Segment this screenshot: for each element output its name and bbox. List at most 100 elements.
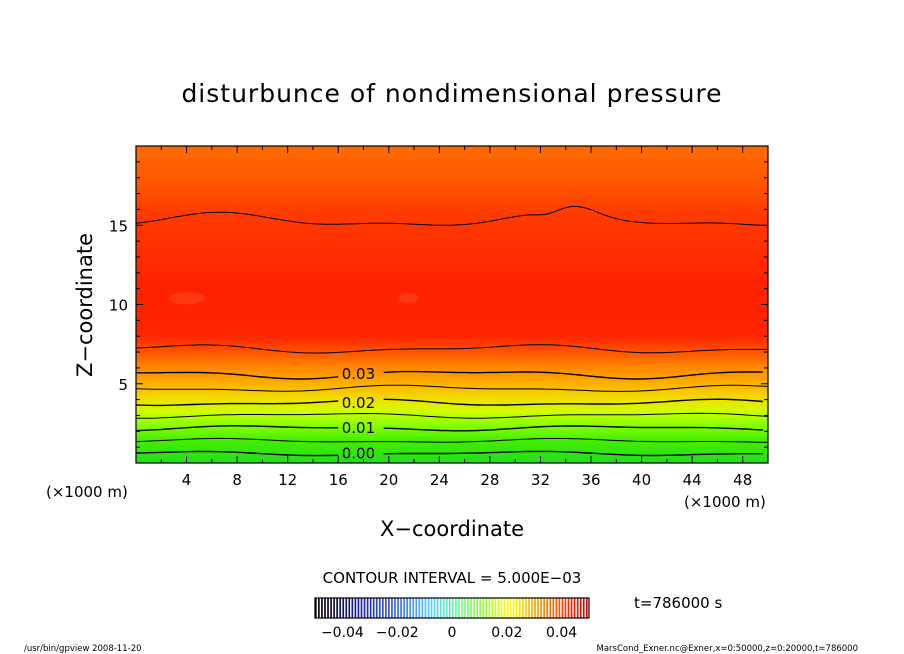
colorbar-segment xyxy=(582,598,585,618)
contour-label: 0.00 xyxy=(342,444,375,462)
colorbar-segment xyxy=(482,598,485,618)
colorbar-segment xyxy=(330,598,332,618)
colorbar-segment xyxy=(445,598,448,618)
colorbar-segment xyxy=(375,598,378,618)
colorbar-segment xyxy=(381,598,384,618)
colorbar-segment xyxy=(479,598,482,618)
contour-interval: CONTOUR INTERVAL = 5.000E−03 xyxy=(323,569,582,587)
colorbar-segment xyxy=(315,598,317,618)
colorbar-segment xyxy=(336,598,338,618)
colorbar-segment xyxy=(473,598,475,618)
footer-right: MarsCond_Exner.nc@Exner,x=0:50000,z=0:20… xyxy=(596,644,858,654)
contour-fill xyxy=(136,146,768,463)
x-tick-label: 20 xyxy=(379,471,398,489)
colorbar-segment xyxy=(433,598,436,618)
y-tick-label: 5 xyxy=(118,376,128,394)
x-tick-label: 4 xyxy=(182,471,192,489)
colorbar-segment xyxy=(321,598,323,618)
contour-line xyxy=(135,450,339,457)
colorbar-segment xyxy=(476,598,479,618)
colorbar-segment xyxy=(324,598,326,618)
colorbar-segment xyxy=(430,598,433,618)
contour-line xyxy=(135,425,339,432)
colorbar-segment xyxy=(378,598,381,618)
colorbar-segment xyxy=(467,598,469,618)
contour-line xyxy=(383,398,763,406)
colorbar-tick-label: −0.04 xyxy=(321,625,364,641)
contour-line xyxy=(383,425,763,432)
contour-lines xyxy=(135,205,769,457)
colorbar-segment xyxy=(567,598,570,618)
contour-line xyxy=(383,370,763,380)
colorbar-segment xyxy=(461,598,463,618)
colorbar-segment xyxy=(464,598,466,618)
colorbar-segment xyxy=(576,598,579,618)
colorbar-segment xyxy=(509,598,512,618)
contour-line xyxy=(135,400,339,407)
colorbar-segment xyxy=(357,598,360,618)
colorbar-segment xyxy=(543,598,546,618)
colorbar-segment xyxy=(452,598,454,618)
colorbar-segment xyxy=(372,598,375,618)
x-tick-label: 48 xyxy=(733,471,752,489)
chart-title: disturbunce of nondimensional pressure xyxy=(181,79,722,108)
colorbar-segment xyxy=(491,598,494,618)
colorbar-segment xyxy=(394,598,396,618)
colorbar-segment xyxy=(564,598,567,618)
colorbar-segment xyxy=(470,598,472,618)
colorbar-segment xyxy=(528,598,530,618)
footer-left: /usr/bin/gpview 2008-11-20 xyxy=(24,644,142,654)
colorbar-segment xyxy=(518,598,521,618)
colorbar-segment xyxy=(485,598,488,618)
y-tick-label: 15 xyxy=(109,217,128,235)
contour-label: 0.02 xyxy=(342,394,375,412)
colorbar-segment xyxy=(400,598,402,618)
contour-line xyxy=(135,384,769,392)
colorbar-segment xyxy=(515,598,518,618)
colorbar-segment xyxy=(525,598,527,618)
colorbar-segment xyxy=(354,598,357,618)
colorbar-segment xyxy=(439,598,442,618)
colorbar-segment xyxy=(522,598,524,618)
colorbar-segment xyxy=(561,598,564,618)
colorbar-segment xyxy=(388,598,390,618)
colorbar-segment xyxy=(427,598,430,618)
pressure-blob xyxy=(399,293,420,304)
colorbar-segment xyxy=(366,598,369,618)
colorbar-segment xyxy=(348,598,351,618)
colorbar-segment xyxy=(342,598,345,618)
colorbar-segment xyxy=(555,598,558,618)
x-tick-label: 12 xyxy=(278,471,297,489)
colorbar-segment xyxy=(403,598,405,618)
contour-label: 0.03 xyxy=(342,365,375,383)
colorbar-segment xyxy=(409,598,412,618)
colorbar-segment xyxy=(455,598,457,618)
colorbar-segment xyxy=(339,598,342,618)
colorbar-segment xyxy=(424,598,427,618)
x-unit-right: (×1000 m) xyxy=(684,493,766,511)
colorbar-segment xyxy=(531,598,533,618)
x-tick-label: 44 xyxy=(683,471,702,489)
colorbar-tick-label: 0 xyxy=(448,625,457,641)
contour-line xyxy=(135,437,769,443)
colorbar-segment xyxy=(418,598,421,618)
colorbar-tick-label: −0.02 xyxy=(376,625,419,641)
colorbar-segment xyxy=(558,598,561,618)
contour-line xyxy=(136,412,769,419)
colorbar-segment xyxy=(436,598,439,618)
colorbar-segment xyxy=(503,598,506,618)
colorbar-segment xyxy=(540,598,542,618)
colorbar-segment xyxy=(406,598,409,618)
colorbar-segment xyxy=(415,598,418,618)
colorbar-segment xyxy=(512,598,515,618)
colorbar-segment xyxy=(412,598,415,618)
colorbar-tick-label: 0.02 xyxy=(491,625,522,641)
colorbar-segment xyxy=(497,598,500,618)
pressure-blob xyxy=(168,292,205,305)
x-tick-label: 40 xyxy=(632,471,651,489)
colorbar-segment xyxy=(494,598,497,618)
colorbar-segment xyxy=(385,598,387,618)
colorbar-segment xyxy=(537,598,539,618)
x-tick-label: 16 xyxy=(329,471,348,489)
